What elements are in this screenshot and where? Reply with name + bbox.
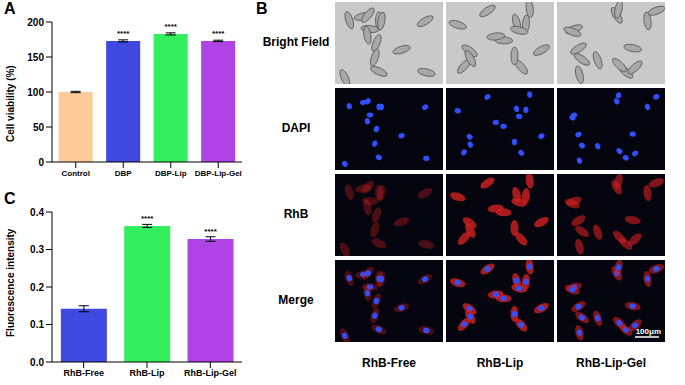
svg-text:****: ****	[164, 22, 177, 31]
svg-text:50: 50	[33, 122, 45, 133]
html-text:RhB: RhB	[283, 207, 309, 221]
html-text:C: C	[4, 190, 16, 207]
svg-text:DBP-Lip: DBP-Lip	[155, 169, 187, 178]
html-text:RhB-Free: RhB-Free	[362, 356, 416, 370]
svg-text:0.3: 0.3	[30, 244, 44, 255]
html-text:Bright Field: Bright Field	[262, 35, 330, 49]
svg-text:0: 0	[38, 157, 44, 168]
html-text:DAPI: DAPI	[281, 121, 311, 135]
html-text:B: B	[256, 0, 268, 17]
svg-text:Cell viability (%): Cell viability (%)	[5, 65, 16, 142]
svg-text:150: 150	[27, 52, 44, 63]
html-text:A: A	[4, 0, 16, 17]
svg-text:100: 100	[27, 87, 44, 98]
svg-text:RhB-Lip: RhB-Lip	[130, 368, 165, 378]
svg-text:****: ****	[212, 29, 225, 38]
svg-text:****: ****	[117, 29, 130, 38]
svg-text:0.0: 0.0	[30, 357, 44, 368]
html-text:RhB-Lip-Gel: RhB-Lip-Gel	[576, 356, 646, 370]
svg-text:RhB-Free: RhB-Free	[63, 368, 104, 378]
svg-text:Control: Control	[62, 169, 90, 178]
svg-text:****: ****	[204, 227, 217, 236]
svg-text:Fluorescence intensity: Fluorescence intensity	[5, 228, 16, 337]
html-text:Merge: Merge	[278, 293, 314, 307]
svg-text:DBP: DBP	[115, 169, 133, 178]
svg-text:200: 200	[27, 17, 44, 28]
svg-text:DBP-Lip-Gel: DBP-Lip-Gel	[195, 169, 242, 178]
svg-text:****: ****	[141, 214, 154, 223]
svg-text:0.2: 0.2	[30, 282, 44, 293]
svg-text:0.1: 0.1	[30, 319, 44, 330]
svg-text:0.4: 0.4	[30, 207, 44, 218]
svg-text:RhB-Lip-Gel: RhB-Lip-Gel	[184, 368, 237, 378]
svg-text:100μm: 100μm	[636, 327, 661, 336]
html-text:RhB-Lip: RhB-Lip	[476, 356, 524, 370]
